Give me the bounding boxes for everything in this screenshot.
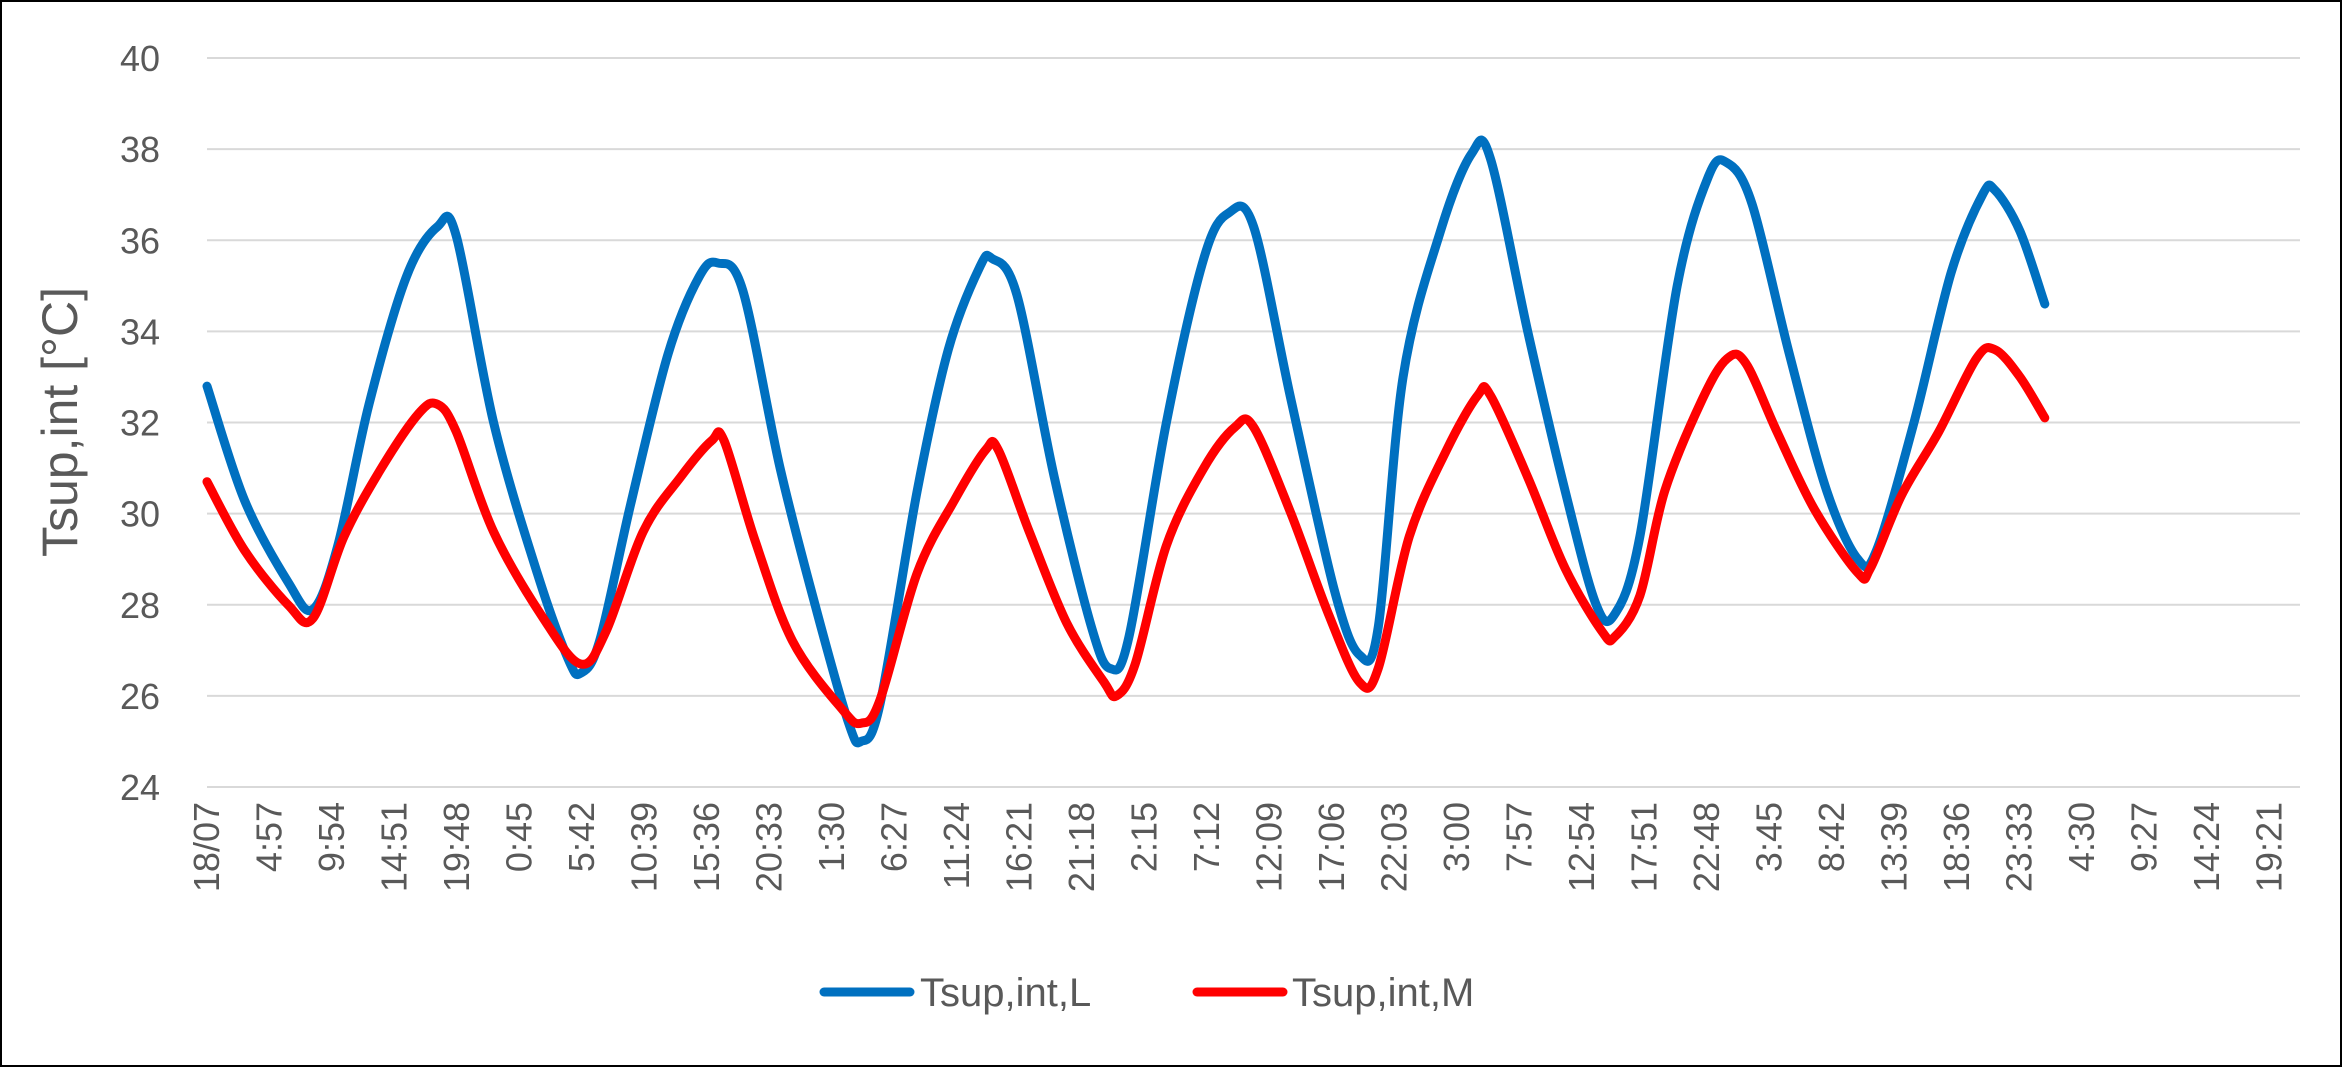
x-tick-label: 12:09 <box>1249 802 1290 892</box>
x-tick-label: 3:00 <box>1436 802 1477 872</box>
legend-item: Tsup,int,L <box>819 971 1091 1015</box>
x-tick-label: 3:45 <box>1749 802 1790 872</box>
x-tick-label: 1:30 <box>811 802 852 872</box>
legend-label: Tsup,int,L <box>920 971 1091 1015</box>
x-tick-label: 18/07 <box>186 802 227 892</box>
x-tick-label: 19:48 <box>436 802 477 892</box>
y-tick-label: 36 <box>120 220 160 261</box>
x-tick-label: 2:15 <box>1124 802 1165 872</box>
y-tick-label: 28 <box>120 585 160 626</box>
x-tick-label: 17:51 <box>1624 802 1665 892</box>
x-tick-label: 14:24 <box>2186 802 2227 892</box>
x-tick-label: 9:27 <box>2124 802 2165 872</box>
x-tick-label: 4:57 <box>249 802 290 872</box>
x-tick-label: 9:54 <box>311 802 352 872</box>
x-tick-label: 4:30 <box>2061 802 2102 872</box>
x-tick-label: 13:39 <box>1874 802 1915 892</box>
x-tick-label: 5:42 <box>561 802 602 872</box>
y-axis-ticks: 24 26 28 30 32 34 36 38 40 <box>120 38 160 808</box>
x-tick-label: 11:24 <box>936 802 977 889</box>
series-line-0 <box>202 135 2050 748</box>
x-tick-label: 20:33 <box>749 802 790 892</box>
x-tick-label: 8:42 <box>1811 802 1852 872</box>
x-tick-label: 17:06 <box>1311 802 1352 892</box>
x-tick-label: 6:27 <box>874 802 915 872</box>
legend: Tsup,int,L Tsup,int,M <box>819 971 1474 1015</box>
y-tick-label: 32 <box>120 403 160 444</box>
x-tick-label: 12:54 <box>1561 802 1602 892</box>
y-tick-label: 38 <box>120 129 160 170</box>
series-line-1 <box>202 343 2050 729</box>
x-axis-ticks: 18/07 4:57 9:54 14:51 19:48 0:45 5:42 10:39 15:3… <box>186 802 2290 892</box>
x-tick-label: 21:18 <box>1061 802 1102 892</box>
legend-item: Tsup,int,M <box>1192 971 1474 1015</box>
y-axis-title: Tsup,int [°C] <box>32 287 88 557</box>
legend-label: Tsup,int,M <box>1292 971 1474 1015</box>
x-tick-label: 7:57 <box>1499 802 1540 872</box>
x-tick-label: 7:12 <box>1186 802 1227 872</box>
y-tick-label: 26 <box>120 676 160 717</box>
x-tick-label: 0:45 <box>499 802 540 872</box>
x-tick-label: 15:36 <box>686 802 727 892</box>
x-tick-label: 14:51 <box>374 802 415 892</box>
x-tick-label: 18:36 <box>1936 802 1977 892</box>
x-tick-label: 10:39 <box>624 802 665 892</box>
y-tick-label: 24 <box>120 767 160 808</box>
y-tick-label: 34 <box>120 311 160 352</box>
x-tick-label: 19:21 <box>2249 802 2290 892</box>
series-lines <box>202 135 2050 748</box>
y-tick-label: 30 <box>120 494 160 535</box>
x-tick-label: 23:33 <box>1999 802 2040 892</box>
x-tick-label: 22:48 <box>1686 802 1727 892</box>
x-tick-label: 22:03 <box>1374 802 1415 892</box>
y-tick-label: 40 <box>120 38 160 79</box>
x-tick-label: 16:21 <box>999 802 1040 892</box>
